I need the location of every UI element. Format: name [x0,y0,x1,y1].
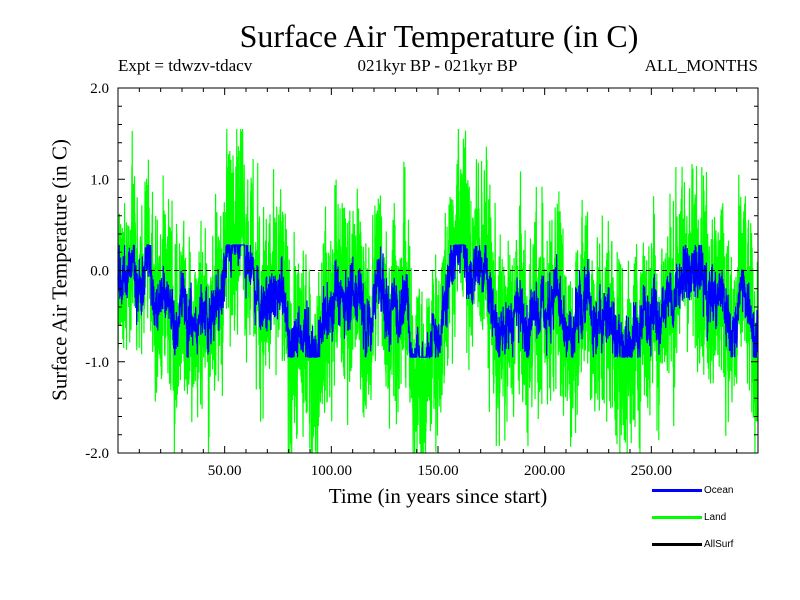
legend-item-ocean: Ocean [652,485,733,496]
x-tick-label: 50.00 [208,463,242,479]
x-tick-label: 100.00 [311,463,352,479]
y-tick-label: -1.0 [85,355,109,371]
legend-label: Land [704,512,727,523]
legend-item-land: Land [652,512,726,523]
period-label: 021kyr BP - 021kyr BP [357,56,518,75]
legend-label: AllSurf [704,539,734,550]
months-label: ALL_MONTHS [644,56,758,75]
y-tick-label: 0.0 [90,264,109,280]
legend-swatch [652,542,702,546]
series-line-ocean [117,244,759,360]
legend-swatch [652,488,702,492]
x-axis-label: Time (in years since start) [328,484,548,508]
x-tick-label: 250.00 [631,463,672,479]
x-tick-label: 200.00 [524,463,565,479]
legend-swatch [652,515,702,519]
y-tick-label: 2.0 [90,81,109,97]
y-tick-label: 1.0 [90,172,109,188]
legend-label: Ocean [704,485,734,496]
y-tick-label: -2.0 [85,446,109,462]
chart-title: Surface Air Temperature (in C) [239,18,639,54]
experiment-label: Expt = tdwzv-tdacv [118,56,253,75]
x-tick-label: 150.00 [417,463,458,479]
legend-item-allsurf: AllSurf [652,539,733,550]
